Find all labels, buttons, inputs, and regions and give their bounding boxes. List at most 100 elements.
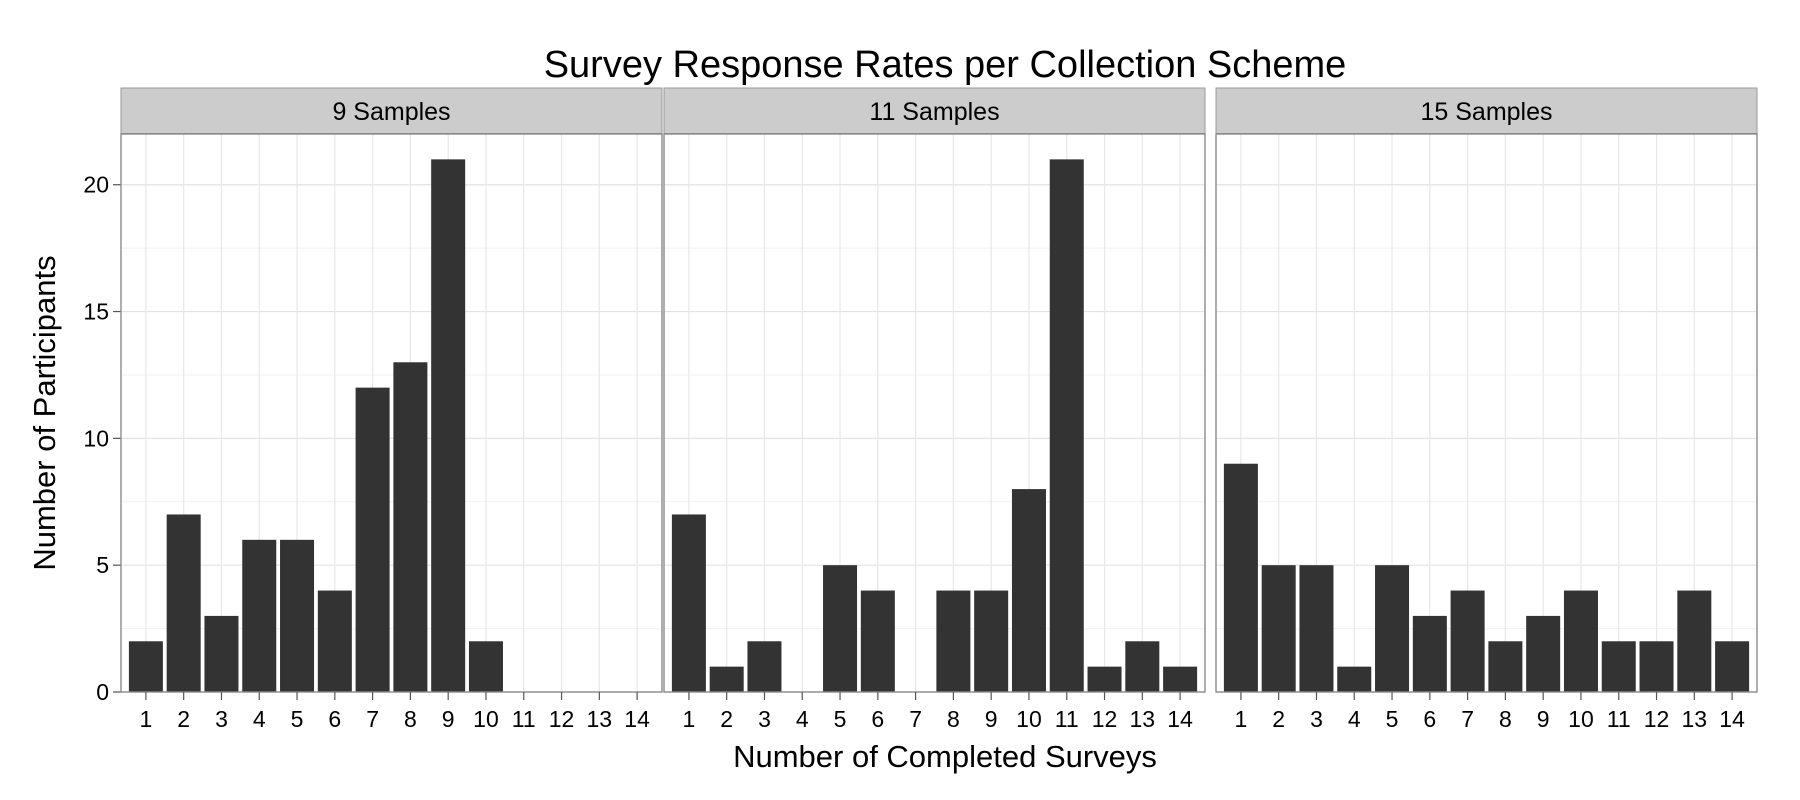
bar [747, 641, 782, 692]
x-tick-label: 14 [1719, 706, 1745, 732]
bar [1715, 641, 1750, 692]
facet-strip-label: 9 Samples [332, 98, 450, 126]
bar [1337, 666, 1372, 692]
x-tick-label: 10 [1016, 706, 1042, 732]
panel-border [120, 133, 663, 693]
x-tick-label: 6 [871, 706, 884, 732]
facet-strip-label: 15 Samples [1420, 98, 1552, 126]
bar [974, 590, 1009, 692]
x-tick-label: 11 [1055, 706, 1079, 732]
bar [1049, 159, 1084, 692]
bar [468, 641, 503, 692]
x-tick-label: 9 [442, 706, 455, 732]
bar [355, 387, 390, 692]
bar [166, 514, 201, 692]
bar [1563, 590, 1598, 692]
x-axis-label: Number of Completed Surveys [733, 739, 1157, 774]
bar [1450, 590, 1485, 692]
bar [1488, 641, 1523, 692]
x-tick-label: 11 [1607, 706, 1631, 732]
y-tick-label: 0 [96, 679, 109, 705]
x-tick-label: 5 [291, 706, 304, 732]
bar [1223, 463, 1258, 692]
y-tick-label: 10 [83, 425, 109, 451]
plot-area [664, 134, 1205, 692]
x-tick-label: 12 [1644, 706, 1670, 732]
bar [128, 641, 163, 692]
bar [431, 159, 466, 692]
y-tick-label: 20 [83, 172, 109, 198]
x-tick-label: 9 [1537, 706, 1550, 732]
facet-strip [1215, 87, 1758, 135]
x-tick-label: 11 [512, 706, 536, 732]
x-tick-label: 2 [720, 706, 733, 732]
facet-strip [663, 87, 1206, 135]
x-tick-label: 8 [404, 706, 417, 732]
plot-area [1216, 134, 1757, 692]
bar [1526, 615, 1561, 692]
x-tick-label: 13 [1682, 706, 1708, 732]
y-tick-label: 15 [83, 299, 109, 325]
x-tick-label: 12 [1092, 706, 1118, 732]
x-tick-label: 6 [328, 706, 341, 732]
bar [1601, 641, 1636, 692]
bar [204, 615, 239, 692]
x-tick-label: 7 [909, 706, 922, 732]
panel-border [1215, 133, 1758, 693]
facet-strip [120, 87, 663, 135]
x-tick-label: 7 [1461, 706, 1474, 732]
x-tick-label: 3 [758, 706, 771, 732]
bar [1639, 641, 1674, 692]
bar [317, 590, 352, 692]
x-tick-label: 4 [253, 706, 266, 732]
chart-title: Survey Response Rates per Collection Sch… [544, 44, 1347, 86]
bar [1677, 590, 1712, 692]
x-tick-label: 3 [215, 706, 228, 732]
x-tick-label: 5 [834, 706, 847, 732]
bar [1299, 565, 1334, 692]
facet-strip-label: 11 Samples [869, 98, 999, 126]
y-axis-label: Number of Participants [27, 255, 62, 570]
x-tick-label: 8 [1499, 706, 1512, 732]
bar [393, 362, 428, 692]
bar [1375, 565, 1410, 692]
bar [1011, 489, 1046, 692]
bar [671, 514, 706, 692]
x-tick-label: 12 [549, 706, 575, 732]
x-tick-label: 4 [796, 706, 809, 732]
x-tick-label: 14 [1167, 706, 1193, 732]
x-tick-label: 1 [682, 706, 695, 732]
bar [709, 666, 744, 692]
bar [280, 539, 315, 692]
plot-area [121, 134, 662, 692]
bar [1163, 666, 1198, 692]
y-tick-label: 5 [96, 552, 109, 578]
y-axis: 0 5 10 15 20 [83, 172, 121, 705]
x-tick-label: 2 [1272, 706, 1285, 732]
x-tick-label: 13 [587, 706, 613, 732]
bar [1261, 565, 1296, 692]
x-tick-label: 10 [473, 706, 499, 732]
bar [1087, 666, 1122, 692]
x-tick-label: 1 [139, 706, 152, 732]
x-tick-label: 3 [1310, 706, 1323, 732]
panel-border [663, 133, 1206, 693]
x-tick-label: 10 [1568, 706, 1594, 732]
bar [1412, 615, 1447, 692]
x-tick-label: 1 [1234, 706, 1247, 732]
bar [1125, 641, 1160, 692]
x-tick-label: 9 [985, 706, 998, 732]
x-tick-label: 7 [366, 706, 379, 732]
bar [823, 565, 858, 692]
x-tick-label: 5 [1386, 706, 1399, 732]
x-tick-label: 6 [1423, 706, 1436, 732]
bar [936, 590, 971, 692]
x-tick-label: 8 [947, 706, 960, 732]
bar [860, 590, 895, 692]
x-tick-label: 13 [1130, 706, 1156, 732]
